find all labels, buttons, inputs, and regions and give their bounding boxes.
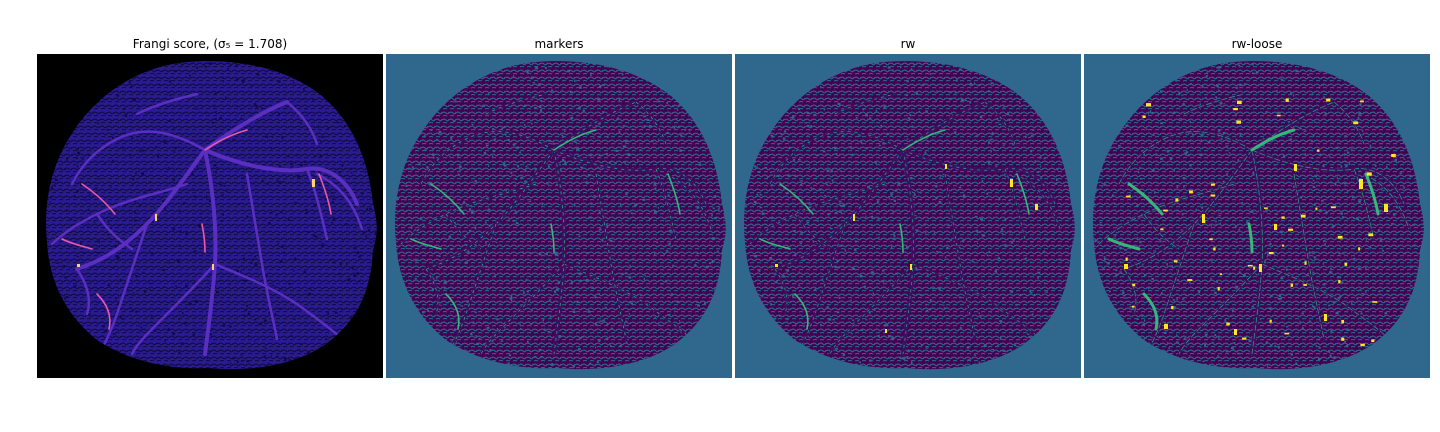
panel-title-markers: markers xyxy=(534,37,584,51)
panel-title-rw-loose: rw-loose xyxy=(1231,37,1283,51)
panel-rw xyxy=(735,54,1081,378)
panel-title-rw: rw xyxy=(900,37,916,51)
rw-image xyxy=(735,54,1081,378)
panel-frangi-score xyxy=(37,54,383,378)
panel-title-frangi: Frangi score, (σ₅ = 1.708) xyxy=(132,37,288,51)
panel-rw-loose xyxy=(1084,54,1430,378)
markers-image xyxy=(386,54,732,378)
panel-markers xyxy=(386,54,732,378)
rw-loose-image xyxy=(1084,54,1430,378)
frangi-score-image xyxy=(37,54,383,378)
